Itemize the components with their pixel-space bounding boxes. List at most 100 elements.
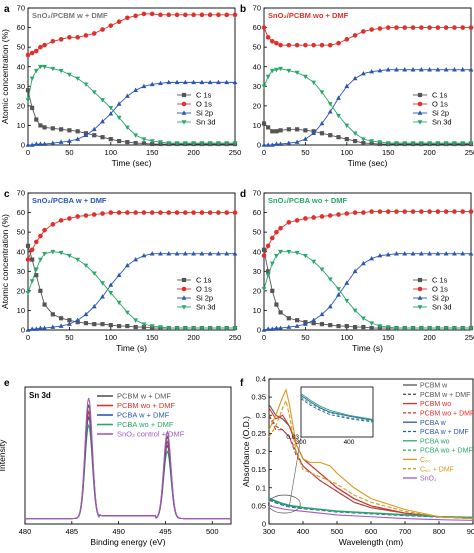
y-tick-label: 30 bbox=[253, 82, 261, 91]
data-point bbox=[269, 235, 275, 241]
x-axis-label: Binding energy (eV) bbox=[90, 537, 165, 547]
data-point bbox=[116, 210, 122, 215]
data-point bbox=[327, 303, 333, 309]
x-tick-label: 100 bbox=[341, 333, 354, 342]
series-sn-3d bbox=[25, 249, 238, 331]
x-tick-label: 250 bbox=[465, 148, 474, 157]
data-point bbox=[394, 209, 399, 214]
data-point bbox=[25, 291, 31, 296]
data-point bbox=[191, 326, 196, 331]
data-point bbox=[174, 79, 180, 85]
data-point bbox=[286, 324, 292, 329]
data-point bbox=[261, 253, 267, 258]
x-tick-label: 200 bbox=[423, 148, 436, 157]
data-point bbox=[67, 253, 72, 259]
y-tick-label: 0 bbox=[21, 141, 25, 150]
data-point bbox=[278, 249, 283, 255]
data-point bbox=[410, 25, 416, 30]
panel-c: c 0 50 100 150 200 250 0 10 20 30 40 50 60 70 Time (s) A… bbox=[0, 189, 241, 353]
x-tick-label: 800 bbox=[433, 527, 446, 536]
data-point bbox=[294, 139, 300, 144]
plot-frame bbox=[263, 192, 472, 331]
series-line bbox=[268, 399, 474, 520]
data-point bbox=[419, 209, 424, 214]
legend-label: Sn 3d bbox=[196, 118, 216, 127]
data-point bbox=[174, 141, 180, 146]
y-tick-label: 0.15 bbox=[251, 465, 266, 474]
data-point bbox=[319, 267, 325, 272]
data-point bbox=[336, 95, 341, 100]
data-point bbox=[286, 127, 291, 132]
inset-x-tick-label: 400 bbox=[344, 439, 355, 446]
data-point bbox=[50, 222, 56, 227]
data-point bbox=[327, 277, 333, 282]
data-point bbox=[311, 130, 317, 136]
y-tick-label: 0 bbox=[257, 141, 261, 150]
data-point bbox=[125, 210, 130, 215]
data-point bbox=[199, 79, 205, 85]
data-point bbox=[377, 253, 383, 258]
data-point bbox=[261, 142, 267, 147]
data-point bbox=[336, 113, 341, 119]
data-point bbox=[360, 260, 366, 266]
series-line bbox=[268, 497, 474, 518]
data-point bbox=[174, 210, 180, 215]
data-point bbox=[261, 84, 267, 89]
data-point bbox=[344, 280, 350, 285]
data-point bbox=[311, 317, 317, 323]
data-point bbox=[468, 25, 474, 30]
data-point bbox=[59, 316, 64, 321]
y-tick-label: 0.1 bbox=[256, 483, 266, 492]
data-point bbox=[67, 138, 72, 143]
data-point bbox=[352, 324, 358, 330]
x-tick-label: 600 bbox=[365, 527, 378, 536]
data-point bbox=[294, 70, 300, 76]
data-point bbox=[278, 128, 283, 133]
inset-series-line bbox=[300, 396, 374, 422]
data-point bbox=[377, 324, 383, 329]
legend-label: PCBM wo + DMF bbox=[117, 401, 176, 410]
data-point bbox=[124, 262, 130, 268]
data-point bbox=[75, 129, 80, 134]
data-point bbox=[286, 42, 292, 48]
data-point bbox=[33, 48, 39, 54]
data-point bbox=[50, 126, 55, 131]
data-point bbox=[402, 141, 408, 146]
data-point bbox=[377, 209, 383, 214]
data-point bbox=[30, 105, 35, 110]
data-point bbox=[149, 81, 155, 87]
series-sn-3d bbox=[261, 249, 474, 331]
data-point bbox=[274, 40, 279, 46]
series-line bbox=[268, 415, 474, 520]
data-point bbox=[319, 311, 325, 317]
data-point bbox=[269, 38, 275, 44]
inset-y-tick-label: 0.03 bbox=[286, 434, 299, 441]
data-point bbox=[377, 68, 383, 73]
data-point bbox=[182, 326, 188, 331]
data-point bbox=[286, 316, 291, 321]
data-point bbox=[38, 288, 43, 293]
data-point bbox=[116, 101, 122, 106]
x-tick-label: 50 bbox=[65, 148, 73, 157]
x-tick-label: 150 bbox=[382, 148, 395, 157]
inset-title: Sn 3d bbox=[29, 391, 51, 400]
data-point bbox=[452, 209, 457, 214]
data-point bbox=[311, 42, 316, 48]
data-point bbox=[452, 251, 457, 256]
data-point bbox=[232, 251, 238, 256]
data-point bbox=[369, 27, 374, 32]
data-point bbox=[29, 326, 35, 331]
y-tick-label: 70 bbox=[17, 189, 25, 198]
data-point bbox=[344, 37, 350, 42]
data-point bbox=[158, 140, 163, 145]
legend-label: Sn 3d bbox=[196, 303, 216, 312]
data-point bbox=[191, 12, 196, 18]
data-point bbox=[418, 141, 424, 146]
data-point bbox=[191, 79, 196, 85]
data-point bbox=[141, 83, 147, 89]
data-point bbox=[294, 218, 300, 223]
data-point bbox=[207, 141, 213, 146]
data-point bbox=[58, 323, 64, 328]
y-tick-label: 0.05 bbox=[251, 501, 266, 510]
